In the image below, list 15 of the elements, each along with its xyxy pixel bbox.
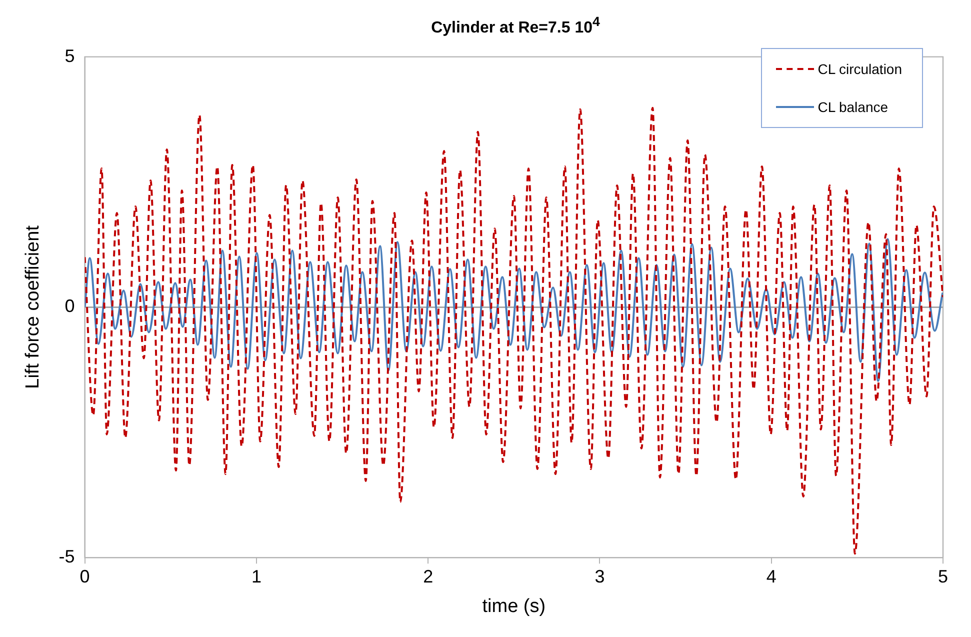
y-tick-label: -5 <box>58 546 75 567</box>
y-axis-title: Lift force coefficient <box>22 224 44 389</box>
chart-title: Cylinder at Re=7.5 10$^{4}$ <box>430 13 601 36</box>
x-axis-title: time (s) <box>482 596 546 617</box>
legend-label: CL circulation <box>818 61 902 77</box>
x-tick-label: 1 <box>251 566 262 586</box>
legend-label: CL balance <box>818 99 888 115</box>
y-tick-label: 0 <box>64 296 75 316</box>
x-tick-label: 0 <box>80 566 90 586</box>
x-tick-label: 3 <box>594 566 605 586</box>
x-tick-label: 4 <box>766 566 776 586</box>
x-tick-label: 5 <box>938 566 948 586</box>
x-tick-label: 2 <box>423 566 434 586</box>
y-tick-label: 5 <box>64 46 75 66</box>
line-series <box>84 238 943 382</box>
